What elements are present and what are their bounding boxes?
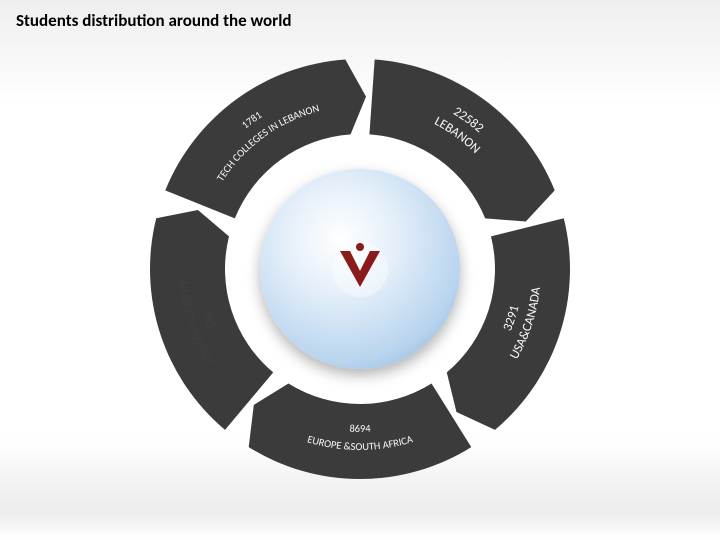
segment-label: 8694 (349, 422, 371, 435)
page-title: Students distribution around the world (16, 10, 292, 31)
v-emblem-icon (328, 237, 392, 301)
globe-icon (260, 169, 460, 369)
distribution-diagram: LEBANON22582USA&CANADA3291EUROPE &SOUTH … (145, 54, 575, 484)
